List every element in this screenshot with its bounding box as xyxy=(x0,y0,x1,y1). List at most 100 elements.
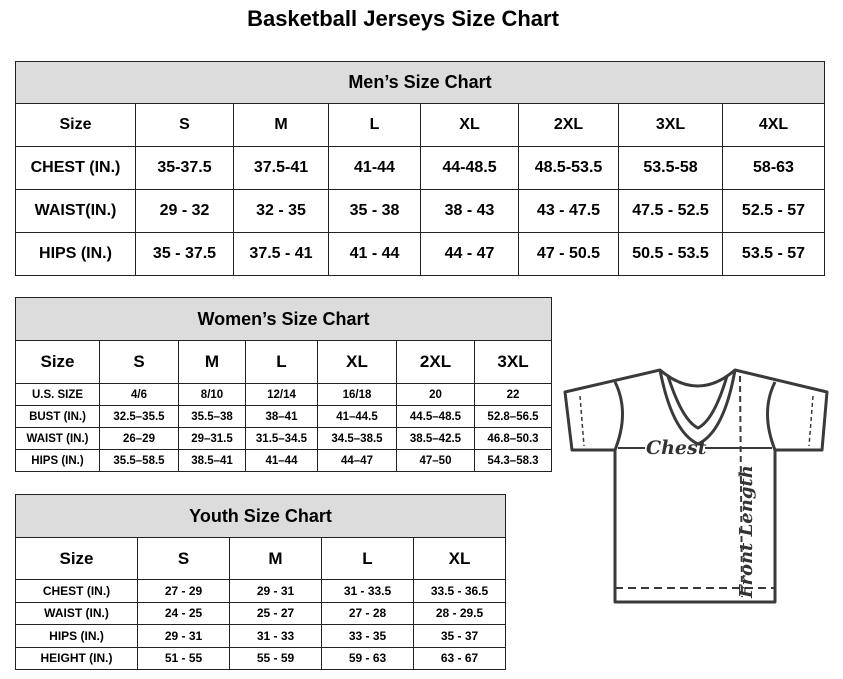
table-cell: 29 - 32 xyxy=(135,189,234,233)
men-chart-caption: Men’s Size Chart xyxy=(15,61,825,104)
column-header: Size xyxy=(15,340,100,384)
column-header: 2XL xyxy=(518,103,619,147)
table-cell: 28 - 29.5 xyxy=(412,601,507,625)
column-header: M xyxy=(233,103,329,147)
table-cell: 8/10 xyxy=(178,383,246,406)
column-header: 3XL xyxy=(473,340,553,384)
header-row: Size S M L XL 2XL 3XL xyxy=(15,340,553,384)
table-cell: 27 - 28 xyxy=(321,601,414,625)
column-header: Size xyxy=(15,537,138,580)
table-cell: 44-48.5 xyxy=(420,146,519,190)
table-row: BUST (IN.) 32.5–35.5 35.5–38 38–41 41–44.5 44… xyxy=(15,405,553,428)
table-cell: 26–29 xyxy=(99,427,179,450)
column-header: XL xyxy=(412,537,507,580)
row-label: BUST (IN.) xyxy=(15,405,100,428)
table-row: HEIGHT (IN.) 51 - 55 55 - 59 59 - 63 63 - 67 xyxy=(15,646,507,670)
table-cell: 38.5–41 xyxy=(178,449,246,472)
table-cell: 34.5–38.5 xyxy=(317,427,397,450)
table-cell: 35.5–38 xyxy=(178,405,246,428)
table-cell: 31 - 33 xyxy=(229,624,322,648)
shirt-outline xyxy=(563,368,829,604)
header-row: Size S M L XL 2XL 3XL 4XL xyxy=(15,103,825,147)
row-label: CHEST (IN.) xyxy=(15,579,138,603)
women-chart-caption: Women’s Size Chart xyxy=(14,297,553,341)
table-cell: 54.3–58.3 xyxy=(473,449,553,472)
length-line xyxy=(739,375,743,598)
table-cell: 53.5-58 xyxy=(618,146,723,190)
table-cell: 35.5–58.5 xyxy=(99,449,179,472)
column-header: S xyxy=(137,537,230,580)
table-row: CHEST (IN.) 27 - 29 29 - 31 31 - 33.5 33.5 -… xyxy=(15,579,507,603)
column-header: L xyxy=(245,340,318,384)
column-header: Size xyxy=(15,103,136,147)
table-cell: 46.8–50.3 xyxy=(473,427,553,450)
table-cell: 55 - 59 xyxy=(229,646,322,670)
right-armhole xyxy=(766,381,777,451)
row-label: HIPS (IN.) xyxy=(15,449,100,472)
table-cell: 48.5-53.5 xyxy=(518,146,619,190)
table-row: WAIST (IN.) 26–29 29–31.5 31.5–34.5 34.5–38.… xyxy=(15,427,553,450)
table-cell: 35 - 38 xyxy=(328,189,421,233)
table-cell: 44–47 xyxy=(317,449,397,472)
table-cell: 33.5 - 36.5 xyxy=(412,579,507,603)
table-cell: 58-63 xyxy=(722,146,825,190)
column-header: S xyxy=(135,103,234,147)
left-armhole xyxy=(613,381,624,451)
womens-size-chart: Women’s Size Chart Size S M L XL 2XL 3XL U.S. SI… xyxy=(14,297,553,472)
table-cell: 59 - 63 xyxy=(321,646,414,670)
youth-chart-caption: Youth Size Chart xyxy=(14,494,507,538)
table-row: CHEST (IN.) 35-37.5 37.5-41 41-44 44-48.5 48.… xyxy=(15,146,825,190)
table-cell: 20 xyxy=(396,383,475,406)
table-cell: 50.5 - 53.5 xyxy=(618,232,723,276)
row-label: HEIGHT (IN.) xyxy=(15,646,138,670)
table-cell: 47 - 50.5 xyxy=(518,232,619,276)
table-cell: 37.5 - 41 xyxy=(233,232,329,276)
column-header: M xyxy=(229,537,322,580)
table-cell: 44.5–48.5 xyxy=(396,405,475,428)
table-cell: 41–44 xyxy=(245,449,318,472)
table-row: HIPS (IN.) 35 - 37.5 37.5 - 41 41 - 44 44 - … xyxy=(15,232,825,276)
table-cell: 47.5 - 52.5 xyxy=(618,189,723,233)
table-cell: 41-44 xyxy=(328,146,421,190)
column-header: 4XL xyxy=(722,103,825,147)
row-label: WAIST (IN.) xyxy=(15,427,100,450)
table-cell: 27 - 29 xyxy=(137,579,230,603)
column-header: 2XL xyxy=(396,340,475,384)
row-label: WAIST(IN.) xyxy=(15,189,136,233)
chest-label: Chest xyxy=(646,437,707,459)
table-cell: 31.5–34.5 xyxy=(245,427,318,450)
table-cell: 29–31.5 xyxy=(178,427,246,450)
row-label: HIPS (IN.) xyxy=(15,624,138,648)
table-cell: 47–50 xyxy=(396,449,475,472)
table-cell: 25 - 27 xyxy=(229,601,322,625)
table-row: WAIST (IN.) 24 - 25 25 - 27 27 - 28 28 - 29.… xyxy=(15,601,507,625)
row-label: CHEST (IN.) xyxy=(15,146,136,190)
table-cell: 12/14 xyxy=(245,383,318,406)
table-cell: 35-37.5 xyxy=(135,146,234,190)
table-cell: 4/6 xyxy=(99,383,179,406)
column-header: XL xyxy=(420,103,519,147)
page-title: Basketball Jerseys Size Chart xyxy=(247,6,559,31)
table-cell: 22 xyxy=(473,383,553,406)
table-row: WAIST(IN.) 29 - 32 32 - 35 35 - 38 38 - 43 43… xyxy=(15,189,825,233)
table-cell: 52.8–56.5 xyxy=(473,405,553,428)
table-cell: 52.5 - 57 xyxy=(722,189,825,233)
table-cell: 32 - 35 xyxy=(233,189,329,233)
table-cell: 32.5–35.5 xyxy=(99,405,179,428)
table-row: HIPS (IN.) 29 - 31 31 - 33 33 - 35 35 - 37 xyxy=(15,624,507,648)
column-header: S xyxy=(99,340,179,384)
table-cell: 63 - 67 xyxy=(412,646,507,670)
table-cell: 33 - 35 xyxy=(321,624,414,648)
youth-size-chart: Youth Size Chart Size S M L XL CHEST (IN.) 27 -… xyxy=(14,494,507,670)
column-header: L xyxy=(321,537,414,580)
table-cell: 38–41 xyxy=(245,405,318,428)
table-cell: 31 - 33.5 xyxy=(321,579,414,603)
table-cell: 38 - 43 xyxy=(420,189,519,233)
jersey-diagram: Chest Front Length xyxy=(563,368,829,604)
table-cell: 24 - 25 xyxy=(137,601,230,625)
table-row: U.S. SIZE 4/6 8/10 12/14 16/18 20 22 xyxy=(15,383,553,406)
header-row: Size S M L XL xyxy=(15,537,507,580)
row-label: U.S. SIZE xyxy=(15,383,100,406)
table-cell: 29 - 31 xyxy=(229,579,322,603)
column-header: M xyxy=(178,340,246,384)
